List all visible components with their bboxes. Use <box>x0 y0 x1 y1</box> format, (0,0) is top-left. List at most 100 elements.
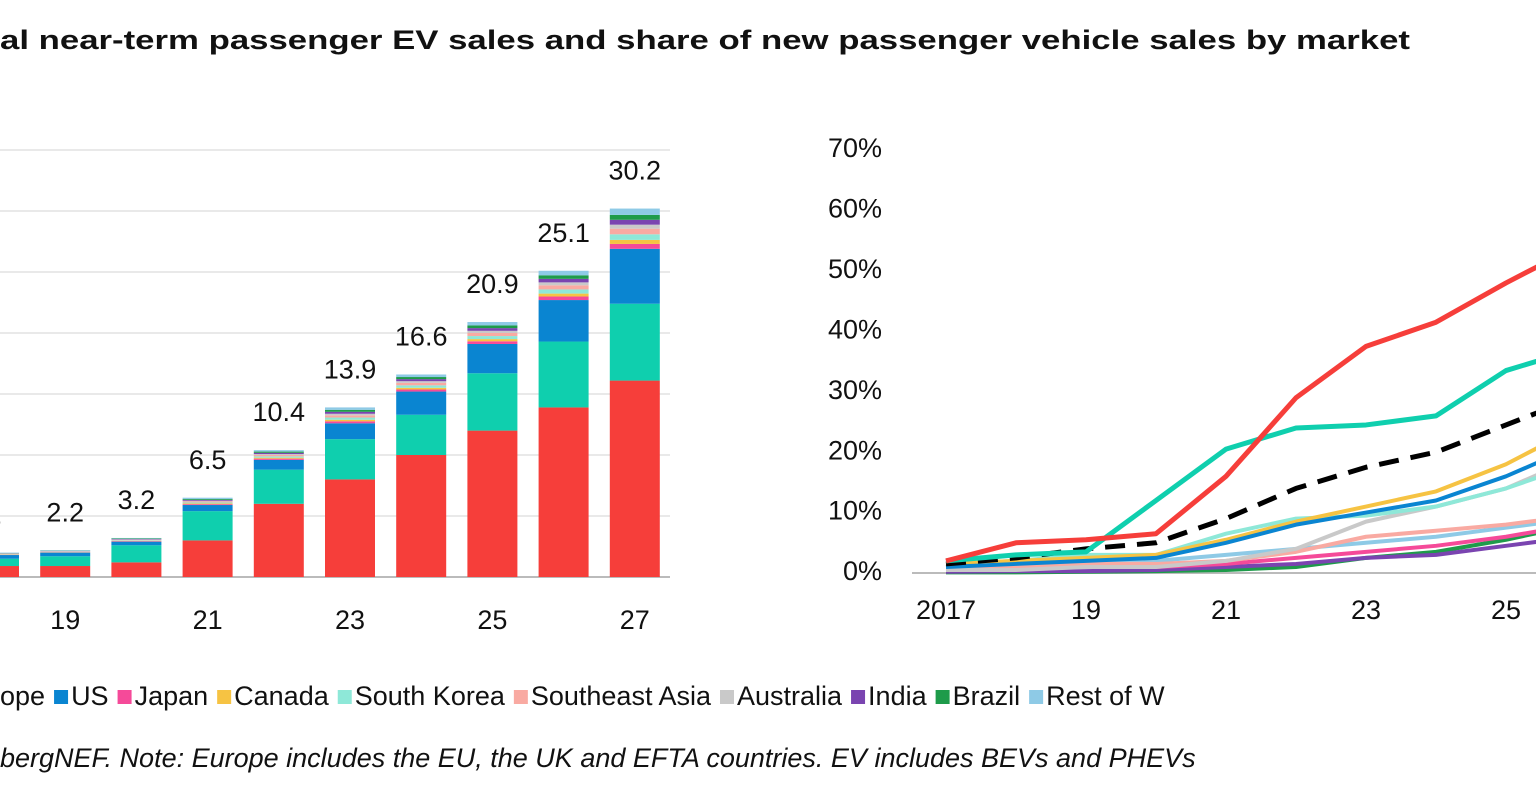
legend-swatch <box>217 690 232 704</box>
legend-label: Australia <box>737 681 843 711</box>
note: bergNEF. Note: Europe includes the EU, t… <box>0 743 1196 773</box>
bar-segment <box>538 300 589 342</box>
total-label: 25.1 <box>537 218 590 248</box>
bar-segment <box>182 499 233 501</box>
legend-label: South Korea <box>355 681 506 711</box>
total-label: 3.2 <box>118 485 156 515</box>
legend-label: Japan <box>135 681 209 711</box>
total-label: 30.2 <box>609 156 662 186</box>
bar-segment <box>0 566 19 577</box>
total-label: 16.6 <box>395 322 448 352</box>
line <box>945 539 1536 574</box>
legend-label: ope <box>0 681 45 711</box>
legend-swatch <box>935 690 950 704</box>
bar-segment <box>467 339 518 342</box>
bar-segment <box>182 499 233 500</box>
legend-swatch <box>851 690 866 704</box>
bar-segment <box>111 541 162 546</box>
y-tick-label: 40% <box>828 314 882 344</box>
x-tick-label: 2017 <box>916 595 976 625</box>
bar-segment <box>467 341 518 344</box>
bar-segment <box>467 330 518 333</box>
total-label: 2 <box>0 500 2 530</box>
bar-segment <box>396 385 447 388</box>
x-tick-label: 25 <box>477 605 507 635</box>
x-tick-label: 27 <box>620 605 650 635</box>
y-tick-label: 70% <box>828 133 882 163</box>
bar-segment <box>0 555 19 559</box>
legend-swatch <box>1029 690 1044 704</box>
bar-segment <box>325 479 375 577</box>
bar-segment <box>325 411 375 414</box>
y-tick-label: 60% <box>828 194 882 224</box>
legend-swatch <box>337 690 352 704</box>
bar-segment <box>467 343 518 374</box>
bar-segment <box>538 296 589 301</box>
y-tick-label: 50% <box>828 254 882 284</box>
bar-segment <box>182 503 233 505</box>
bar-segment <box>182 497 233 500</box>
line <box>945 264 1536 564</box>
bar-segment <box>325 407 375 410</box>
bar-segment <box>325 421 375 424</box>
bar-segment <box>253 457 304 459</box>
x-tick-label: 21 <box>1211 595 1241 625</box>
bar-segment <box>253 503 304 577</box>
bar-segment <box>253 450 304 452</box>
bar-segment <box>609 248 660 304</box>
bar-segment <box>325 413 375 416</box>
y-tick-label: 10% <box>828 496 882 526</box>
x-tick-label: 21 <box>193 605 223 635</box>
bar-segment <box>182 501 233 503</box>
bar-segment <box>467 333 518 337</box>
total-label: 13.9 <box>324 355 377 385</box>
bar-segment <box>253 456 304 458</box>
bar-segment <box>609 239 660 244</box>
bar-segment <box>396 381 447 383</box>
bar-segment <box>182 502 233 504</box>
legend-label: Canada <box>234 681 330 711</box>
bar-segment <box>467 325 518 329</box>
y-tick-label: 0% <box>843 556 882 586</box>
x-tick-label: 25 <box>1491 595 1521 625</box>
bar-segment <box>609 228 660 235</box>
bar-segment <box>253 451 304 453</box>
bar-segment <box>40 556 91 567</box>
bar-segment <box>467 336 518 340</box>
legend-swatch <box>720 690 734 704</box>
legend-label: Southeast Asia <box>531 681 712 711</box>
bar-segment <box>467 430 518 577</box>
total-label: 2.2 <box>46 497 84 527</box>
bar-segment <box>325 423 375 440</box>
bar-segment <box>538 293 589 297</box>
legend-swatch <box>513 690 528 704</box>
total-label: 20.9 <box>466 269 519 299</box>
bar-segment <box>325 417 375 420</box>
bar-segment <box>467 322 518 326</box>
bar-segment <box>609 234 660 240</box>
bar-segment <box>609 214 660 220</box>
legend-label: India <box>868 681 928 711</box>
total-label: 6.5 <box>189 445 227 475</box>
bar-segment <box>467 328 518 331</box>
bar-segment <box>253 452 304 455</box>
bar-segment <box>538 270 589 276</box>
bar-segment <box>396 389 447 392</box>
bar-segment <box>182 504 233 506</box>
bar-segment <box>538 341 589 408</box>
bar-segment <box>609 208 660 215</box>
bar-segment <box>538 289 589 294</box>
bar-segment <box>253 455 304 457</box>
bar-segment <box>467 373 518 431</box>
bar-segment <box>325 409 375 412</box>
bar-segment <box>40 566 91 577</box>
bar-segment <box>111 562 162 577</box>
x-tick-label: 23 <box>335 605 365 635</box>
bar-segment <box>609 243 660 249</box>
bar-segment <box>111 545 162 563</box>
bar-segment <box>182 505 233 512</box>
y-tick-label: 30% <box>828 375 882 405</box>
legend-label: US <box>71 681 109 711</box>
bar-segment <box>253 458 304 460</box>
